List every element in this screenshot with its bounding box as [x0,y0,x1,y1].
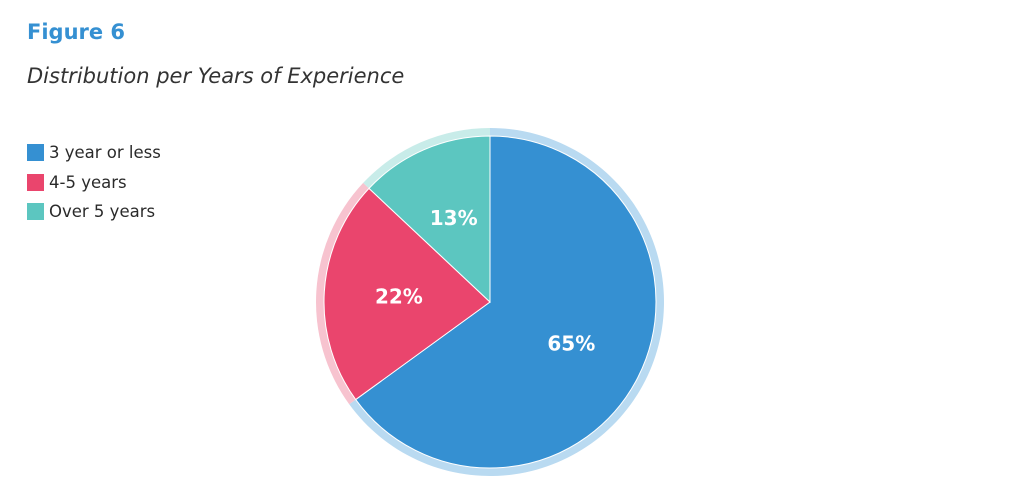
legend-swatch [27,173,44,191]
legend-label: 4-5 years [49,172,127,192]
figure-number: Figure 6 [27,20,126,44]
pie-slice-over-5-years [368,135,491,304]
legend-item-3-year-or-less: 3 year or less [27,138,161,168]
data-label-over-5-years: 13% [430,206,478,230]
legend-swatch [27,203,44,221]
chart-title: Distribution per Years of Experience [27,64,405,88]
pie-slice-3-year-or-less [355,135,657,469]
pie-slices [323,135,657,469]
pie-data-labels: 65% 22% 13% [375,206,595,355]
legend-swatch [27,144,44,162]
data-label-4-5-years: 22% [375,284,423,308]
legend-label: 3 year or less [49,143,161,163]
data-label-3-year-or-less: 65% [547,331,595,355]
legend-item-over-5-years: Over 5 years [27,197,161,227]
chart-legend: 3 year or less 4-5 years Over 5 years [27,138,161,227]
pie-slice-4-5-years [323,187,491,401]
legend-item-4-5-years: 4-5 years [27,168,161,198]
legend-label: Over 5 years [49,202,156,222]
